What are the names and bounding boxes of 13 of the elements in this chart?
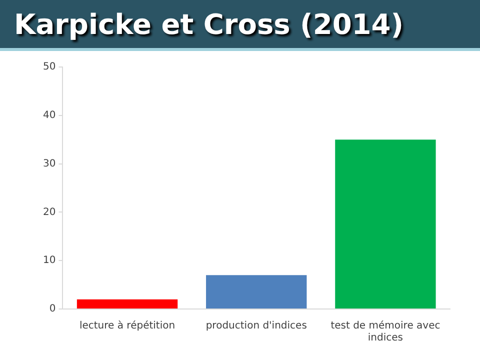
x-tick-label: production d'indices <box>206 320 307 332</box>
x-tick-label: lecture à répétition <box>79 320 176 332</box>
chart-title: Karpicke et Cross (2014) <box>14 8 404 40</box>
y-tick-label: 50 <box>42 62 56 73</box>
bar <box>206 275 307 308</box>
y-tick-label: 30 <box>42 158 56 170</box>
y-tick-label: 0 <box>49 304 56 315</box>
y-tick-label: 10 <box>42 255 56 266</box>
y-tick-label: 40 <box>42 110 56 121</box>
x-tick-label: test de mémoire avec indices <box>330 320 440 344</box>
y-tick-label: 20 <box>42 206 56 218</box>
bar <box>76 299 178 308</box>
bar <box>335 140 436 308</box>
